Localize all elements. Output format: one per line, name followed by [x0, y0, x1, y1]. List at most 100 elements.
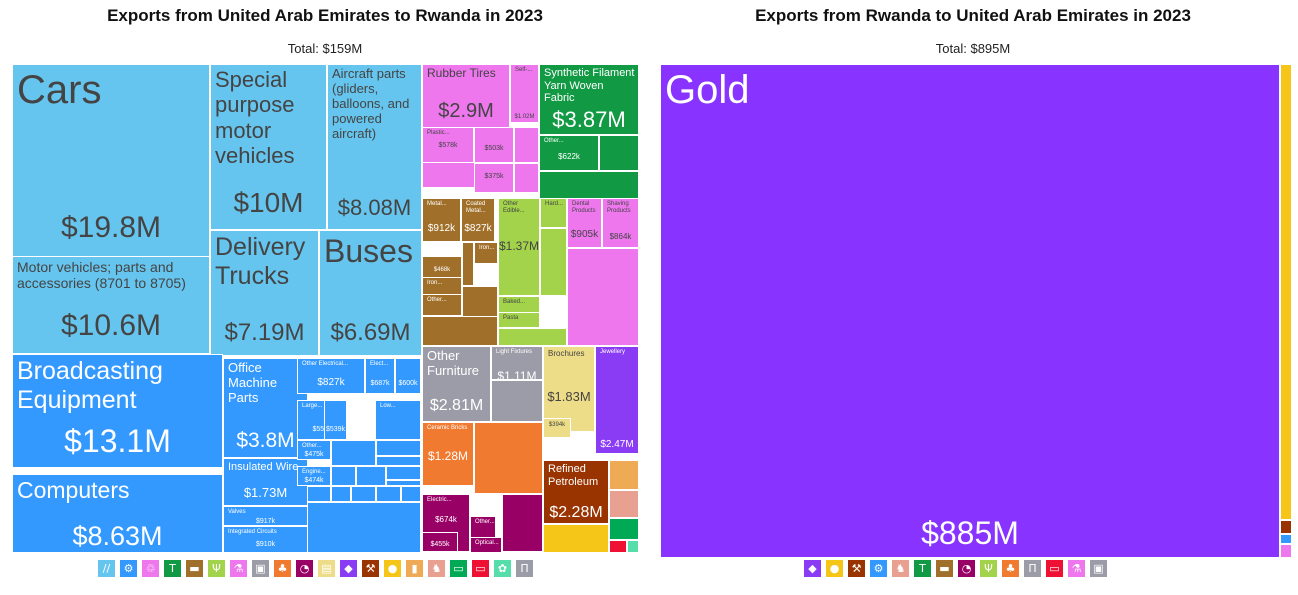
- treemap-subtile: [297, 502, 421, 553]
- box-icon[interactable]: ▣: [251, 559, 270, 578]
- wheat-icon[interactable]: Ψ: [979, 559, 998, 578]
- treemap-tile[interactable]: Brochures $1.83M: [543, 346, 595, 432]
- hammer-icon[interactable]: ⚒: [847, 559, 866, 578]
- treemap-tile[interactable]: Coated Metal... $827k: [461, 198, 495, 242]
- treemap-tile[interactable]: Hard...: [540, 198, 567, 228]
- treemap-tile[interactable]: Broadcasting Equipment $13.1M: [12, 354, 223, 468]
- hammer-icon[interactable]: ⚒: [361, 559, 380, 578]
- treemap-tile[interactable]: Integrated Circuits $910k: [223, 526, 308, 553]
- gem-icon[interactable]: ◆: [339, 559, 358, 578]
- animal-icon[interactable]: ♞: [427, 559, 446, 578]
- treemap-tile[interactable]: Valves $917k: [223, 506, 308, 526]
- treemap-tile[interactable]: Other...: [422, 294, 462, 316]
- treemap-tile[interactable]: Self-... $1.02M: [510, 64, 539, 123]
- treemap-tile[interactable]: Computers $8.63M: [12, 474, 223, 553]
- tile-value: $475k: [304, 451, 324, 458]
- flask-icon[interactable]: ⚗: [1067, 559, 1086, 578]
- treemap-tile[interactable]: Other...: [470, 516, 496, 538]
- tile-value: $864k: [609, 232, 632, 241]
- treemap-tile[interactable]: $394k: [543, 418, 571, 438]
- tile-name: Plastic...: [427, 130, 450, 136]
- treemap-tile[interactable]: Special purpose motor vehicles $10M: [210, 64, 327, 230]
- chair-icon[interactable]: Π: [1023, 559, 1042, 578]
- treemap-tile[interactable]: Light Fixtures $1.11M: [491, 346, 543, 380]
- treemap-tile[interactable]: Office Machine Parts $3.8M: [223, 358, 308, 458]
- gear-icon[interactable]: ⚙: [869, 559, 888, 578]
- treemap-tile[interactable]: Optical...: [470, 537, 502, 553]
- treemap-tile[interactable]: Dental Products $905k: [567, 198, 602, 248]
- anvil-icon[interactable]: ▬: [185, 559, 204, 578]
- treemap-tile[interactable]: Delivery Trucks $7.19M: [210, 230, 319, 356]
- treemap-tile[interactable]: Metal... $912k: [422, 198, 461, 242]
- gauge-icon[interactable]: ◔: [957, 559, 976, 578]
- tile-name: Other...: [427, 297, 447, 303]
- treemap-tile[interactable]: Motor vehicles; parts and accessories (8…: [12, 256, 210, 354]
- tile-value: $468k: [433, 267, 451, 273]
- treemap-subtile: [514, 127, 539, 163]
- treemap-tile[interactable]: Other... $475k: [297, 440, 331, 460]
- treemap-tile[interactable]: Low...: [375, 400, 421, 440]
- treemap-subtile: [401, 486, 421, 502]
- shirt-icon[interactable]: T: [913, 559, 932, 578]
- treemap-tile[interactable]: Other... $622k: [539, 135, 599, 171]
- treemap-subtile: [540, 228, 567, 296]
- treemap-tile[interactable]: $600k: [395, 358, 421, 394]
- document-icon[interactable]: ▤: [317, 559, 336, 578]
- treemap-tile[interactable]: Aircraft parts (gliders, balloons, and p…: [327, 64, 422, 230]
- treemap-tile[interactable]: Other Electrical... $827k: [297, 358, 365, 394]
- tile-value: $905k: [570, 229, 599, 240]
- tile-name: Synthetic Filament Yarn Woven Fabric: [544, 67, 635, 105]
- treemap-tile[interactable]: Elect... $687k: [365, 358, 395, 394]
- cash-icon[interactable]: ▭: [471, 559, 490, 578]
- recycle-icon[interactable]: ♲: [141, 559, 160, 578]
- shirt-icon[interactable]: T: [163, 559, 182, 578]
- treemap-tile[interactable]: Other Edible... $1.37M: [498, 198, 540, 296]
- treemap-tile[interactable]: Shaving Products $864k: [602, 198, 639, 248]
- treemap-tile[interactable]: $375k: [474, 163, 514, 193]
- citrus-icon[interactable]: ●: [383, 559, 402, 578]
- treemap-tile[interactable]: Buses $6.69M: [319, 230, 422, 356]
- tile-value: $10.6M: [60, 309, 162, 342]
- gear-icon[interactable]: ⚙: [119, 559, 138, 578]
- citrus-icon[interactable]: ●: [825, 559, 844, 578]
- box-icon[interactable]: ▣: [1089, 559, 1108, 578]
- treemap-tile[interactable]: $468k: [422, 256, 462, 280]
- treemap-subtile: [376, 440, 421, 456]
- treemap-tile[interactable]: $503k: [474, 127, 514, 163]
- treemap-tile[interactable]: Jewellery $2.47M: [595, 346, 639, 454]
- treemap-tile[interactable]: $539k: [324, 400, 347, 440]
- treemap-tile[interactable]: Pasta: [498, 312, 540, 328]
- hat-icon[interactable]: ▭: [449, 559, 468, 578]
- wheat-icon[interactable]: Ψ: [207, 559, 226, 578]
- leaf-icon[interactable]: ♣: [273, 559, 292, 578]
- treemap-tile[interactable]: $455k: [422, 532, 458, 552]
- tile-name: Other...: [475, 519, 495, 525]
- chair-icon[interactable]: Π: [515, 559, 534, 578]
- tile-name: Hard...: [545, 201, 564, 207]
- treemap-subtile: [462, 242, 474, 286]
- treemap-tile[interactable]: Synthetic Filament Yarn Woven Fabric $3.8…: [539, 64, 639, 135]
- gauge-icon[interactable]: ◔: [295, 559, 314, 578]
- flask-icon[interactable]: ⚗: [229, 559, 248, 578]
- treemap-tile[interactable]: Engine... $474k: [297, 466, 331, 486]
- gem-icon[interactable]: ◆: [803, 559, 822, 578]
- treemap-subtile: [474, 422, 543, 494]
- treemap-tile[interactable]: Refined Petroleum $2.28M: [543, 460, 609, 524]
- treemap-tile[interactable]: Ceramic Bricks $1.28M: [422, 422, 474, 486]
- treemap-tile[interactable]: Gold $885M: [660, 64, 1280, 558]
- leaf-icon[interactable]: ♣: [1001, 559, 1020, 578]
- treemap-tile[interactable]: Plastic... $578k: [422, 127, 474, 163]
- road-icon[interactable]: //: [97, 559, 116, 578]
- tile-value: $394k: [548, 422, 566, 428]
- tile-value: $503k: [484, 145, 504, 152]
- cash-icon[interactable]: ▭: [1045, 559, 1064, 578]
- gift-icon[interactable]: ✿: [493, 559, 512, 578]
- animal-icon[interactable]: ♞: [891, 559, 910, 578]
- bottle-icon[interactable]: ▮: [405, 559, 424, 578]
- treemap-tile[interactable]: Iron...: [474, 242, 498, 264]
- tile-value: $2.81M: [429, 397, 484, 414]
- treemap-tile[interactable]: Other Furniture $2.81M: [422, 346, 491, 422]
- treemap-subtile: [609, 540, 627, 553]
- anvil-icon[interactable]: ▬: [935, 559, 954, 578]
- treemap-tile[interactable]: Insulated Wire $1.73M: [223, 458, 308, 506]
